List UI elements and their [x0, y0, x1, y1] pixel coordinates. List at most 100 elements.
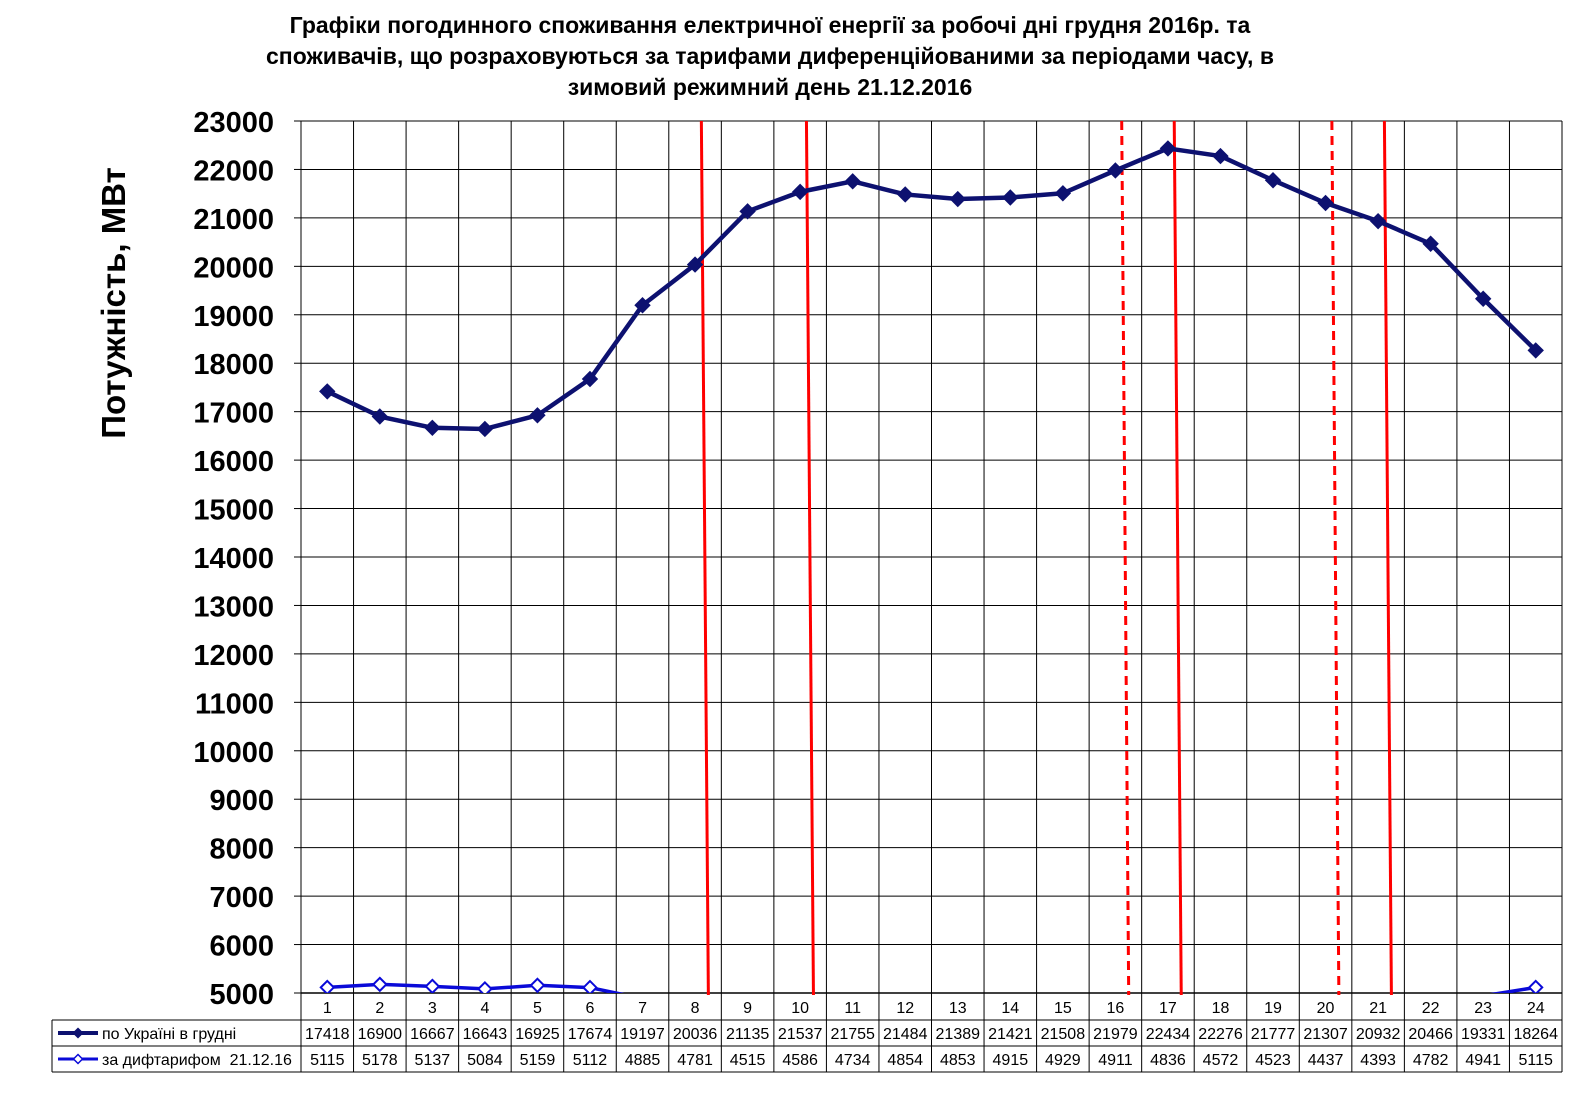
y-tick-label: 8000 — [209, 834, 274, 866]
table-value: 4915 — [993, 1052, 1029, 1069]
table-value: 4586 — [782, 1052, 818, 1069]
table-value: 21979 — [1093, 1026, 1138, 1043]
data-point — [529, 977, 546, 993]
table-value: 21307 — [1303, 1026, 1348, 1043]
table-value: 4854 — [887, 1052, 923, 1069]
data-point — [1159, 140, 1177, 157]
x-tick-label: 19 — [1264, 1000, 1282, 1017]
series-line — [326, 146, 1538, 432]
period-marker-line — [1172, 120, 1183, 996]
data-point — [1422, 235, 1439, 252]
table-value: 20466 — [1408, 1026, 1453, 1043]
x-tick-label: 4 — [480, 1000, 489, 1017]
table-value: 4437 — [1308, 1052, 1344, 1069]
legend-label: за дифтарифом 21.12.16 — [102, 1052, 292, 1069]
data-point — [371, 976, 388, 993]
data-point — [1369, 212, 1387, 230]
data-point — [582, 979, 598, 993]
x-tick-label: 15 — [1054, 1000, 1072, 1017]
y-tick-label: 15000 — [193, 495, 274, 527]
y-tick-label: 5000 — [209, 979, 274, 1011]
table-value: 5084 — [467, 1052, 503, 1069]
x-tick-label: 5 — [533, 1000, 542, 1017]
table-value: 4515 — [730, 1052, 766, 1069]
y-tick-label: 18000 — [193, 349, 274, 381]
data-point — [844, 173, 861, 190]
table-value: 19197 — [620, 1026, 665, 1043]
data-point — [371, 408, 389, 425]
x-tick-label: 3 — [428, 1000, 437, 1017]
table-value: 4734 — [835, 1052, 871, 1069]
table-value: 4885 — [625, 1052, 661, 1069]
data-point — [1002, 189, 1019, 206]
table-value: 5137 — [415, 1052, 451, 1069]
x-tick-label: 6 — [586, 1000, 595, 1017]
x-tick-label: 16 — [1106, 1000, 1124, 1017]
data-point — [1474, 290, 1492, 307]
data-point — [1212, 147, 1229, 165]
y-tick-label: 11000 — [195, 688, 274, 720]
x-tick-label: 14 — [1001, 1000, 1019, 1017]
y-tick-label: 21000 — [193, 204, 274, 236]
period-markers — [699, 120, 1393, 996]
x-tick-label: 22 — [1422, 1000, 1440, 1017]
data-point — [581, 370, 599, 388]
table-value: 21135 — [726, 1026, 769, 1043]
y-axis-ticks: 5000 6000 7000 8000 9000 10000 11000 12000 13000… — [193, 107, 274, 1011]
table-value: 5115 — [310, 1052, 345, 1069]
y-tick-label: 14000 — [193, 543, 274, 575]
table-value: 20932 — [1356, 1026, 1401, 1043]
period-marker-line — [1120, 120, 1131, 996]
data-point — [634, 297, 651, 314]
table-value: 4836 — [1150, 1052, 1186, 1069]
x-tick-label: 1 — [323, 1000, 332, 1017]
series-group — [319, 976, 1544, 993]
x-tick-label: 13 — [949, 1000, 967, 1017]
table-value: 4782 — [1413, 1052, 1449, 1069]
x-tick-label: 9 — [743, 1000, 752, 1017]
data-point — [897, 186, 914, 203]
table-value: 5112 — [573, 1052, 608, 1069]
data-point — [319, 383, 336, 400]
table-value: 4781 — [677, 1052, 713, 1069]
y-tick-label: 12000 — [193, 640, 274, 672]
table-value: 4929 — [1045, 1052, 1081, 1069]
x-tick-label: 8 — [691, 1000, 700, 1017]
y-tick-label: 13000 — [193, 591, 274, 623]
data-point — [686, 256, 704, 273]
y-tick-label: 9000 — [209, 785, 274, 817]
y-axis-title: Потужність, МВт — [95, 167, 132, 438]
table-value: 5159 — [520, 1052, 556, 1069]
data-point — [476, 981, 493, 993]
data-point — [1317, 194, 1334, 212]
table-value: 4393 — [1360, 1052, 1396, 1069]
table-value: 4572 — [1203, 1052, 1239, 1069]
x-tick-label: 12 — [896, 1000, 914, 1017]
data-point — [476, 420, 494, 438]
table-value: 5178 — [362, 1052, 398, 1069]
data-point — [791, 183, 809, 201]
series-line — [327, 982, 1537, 993]
table-value: 22434 — [1146, 1026, 1191, 1043]
x-tick-label: 24 — [1527, 1000, 1545, 1017]
grid — [294, 120, 1563, 994]
data-point — [1527, 979, 1544, 993]
x-tick-label: 21 — [1369, 1000, 1387, 1017]
x-tick-label: 7 — [638, 1000, 647, 1017]
table-value: 21777 — [1251, 1026, 1296, 1043]
data-point — [529, 407, 546, 424]
y-tick-label: 7000 — [209, 882, 274, 914]
data-point — [424, 978, 441, 993]
table-value: 21484 — [883, 1026, 928, 1043]
x-tick-label: 17 — [1159, 1000, 1177, 1017]
y-tick-label: 22000 — [193, 155, 274, 187]
legend-marker — [72, 1027, 84, 1039]
data-point — [949, 190, 966, 208]
table-value: 21421 — [988, 1026, 1033, 1043]
table-value: 21508 — [1041, 1026, 1086, 1043]
table-value: 4853 — [940, 1052, 976, 1069]
table-value: 17418 — [305, 1026, 350, 1043]
data-table: 1 2 3 4 5 6 7 8 9 10 11 12 13 14 15 16 17 18 19 20 21 22 23 24п… — [51, 993, 1563, 1073]
data-point — [739, 203, 756, 220]
table-value: 20036 — [673, 1026, 718, 1043]
